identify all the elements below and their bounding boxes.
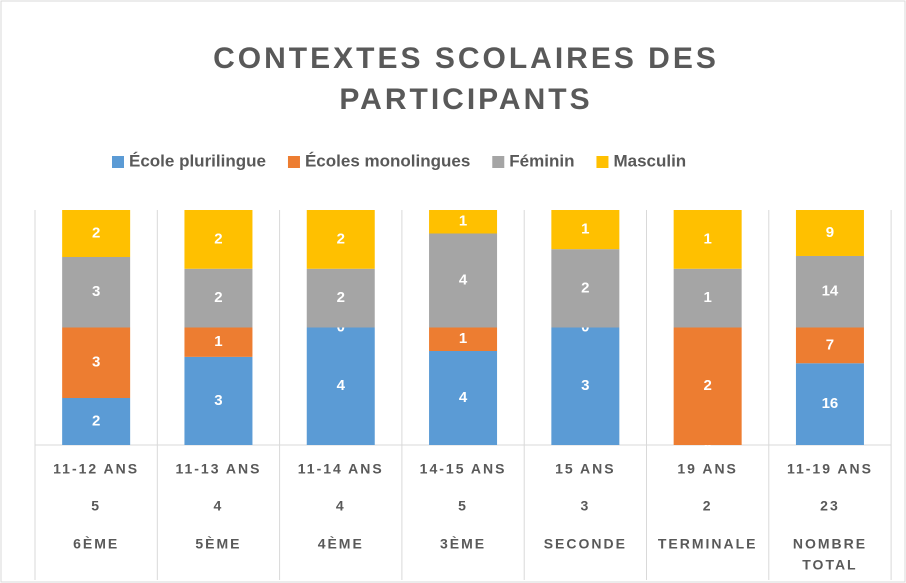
participant-count: 5 [458,498,468,514]
data-label: 1 [703,289,711,306]
data-label: 1 [703,230,711,247]
participant-count: 4 [214,498,224,514]
bar-segment [551,210,620,250]
data-label: 2 [214,289,222,306]
participant-count: 2 [703,498,713,514]
age-range: 19 ANS [677,461,738,477]
bar-segment [673,268,742,328]
x-tick-label: NOMBRE [793,536,867,552]
data-label: 3 [581,377,589,394]
bar-segment [673,327,742,445]
bar-segment [551,327,620,445]
bar-segment [62,327,131,398]
bar-segment [673,210,742,269]
bar-segment [795,255,864,328]
data-label: 7 [826,336,834,353]
data-label: 1 [214,333,222,350]
x-tick-label: 5ÈME [195,536,241,552]
bar-segment [306,268,375,328]
legend-label: Féminin [509,151,574,170]
data-label: 3 [92,354,100,371]
bar-segment [795,363,864,445]
participant-count: 4 [336,498,346,514]
legend-label: École plurilingue [129,151,266,170]
chart-title: CONTEXTES SCOLAIRES DES [213,42,719,75]
bar-segment [184,210,253,269]
bar-segment [184,327,253,357]
bar-segment [184,268,253,328]
x-tick-label: 4ÈME [318,536,364,552]
data-label: 1 [581,221,589,238]
bar-segment [429,233,498,328]
x-tick-label: SECONDE [544,536,627,552]
legend-label: Écoles monolingues [305,151,470,170]
age-range: 11-19 ANS [787,461,873,477]
legend-swatch [112,156,124,168]
age-range: 11-13 ANS [175,461,261,477]
bar-segment [62,210,131,257]
x-tick-label: TOTAL [802,557,857,573]
legend-swatch [596,156,609,168]
bar-segment [62,257,131,328]
data-label: 2 [92,224,100,241]
data-label: 4 [459,389,468,406]
bar-segment [551,249,620,328]
age-range: 11-12 ANS [53,461,139,477]
legend-swatch [287,156,300,168]
legend-label: Masculin [613,151,686,170]
bar-segment [795,210,864,256]
chart-title: PARTICIPANTS [339,83,592,116]
data-label: 3 [214,392,222,409]
legend-swatch [492,156,505,168]
data-label: 2 [337,230,345,247]
age-range: 15 ANS [555,461,616,477]
participant-count: 3 [580,498,590,514]
bar-segment [184,356,253,445]
data-label: 2 [214,230,222,247]
data-label: 2 [703,377,711,394]
age-range: 14-15 ANS [420,461,507,477]
bar-segment [306,327,375,445]
x-tick-label: 3ÈME [440,536,486,552]
data-label: 1 [459,330,467,347]
x-tick-label: 6ÈME [73,536,119,552]
data-label: 16 [822,395,839,412]
data-label: 9 [826,224,834,241]
x-tick-label: TERMINALE [658,536,758,552]
data-label: 14 [822,283,839,300]
bar-segment [62,398,131,445]
data-label: 3 [92,283,100,300]
bar-segment [429,210,498,234]
data-label: 4 [337,377,346,394]
bar-segment [429,351,498,445]
bar-segment [429,327,498,351]
data-label: 4 [459,271,468,288]
data-label: 2 [92,412,100,429]
age-range: 11-14 ANS [298,461,384,477]
bar-segment [795,327,864,364]
data-label: 2 [581,279,589,296]
data-label: 1 [459,213,467,230]
bar-segment [306,210,375,269]
data-label: 2 [337,289,345,306]
participant-count: 5 [91,498,101,514]
participant-count: 23 [820,498,840,514]
